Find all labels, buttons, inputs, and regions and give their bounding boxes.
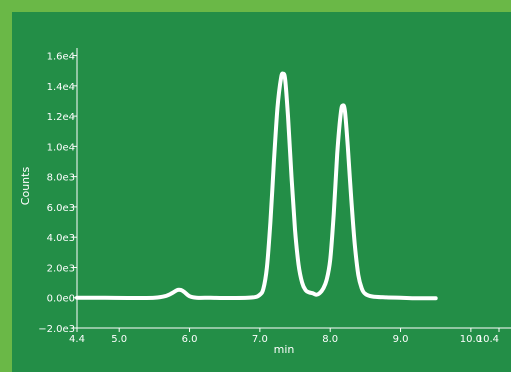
y-tick-label: 6.0e3 [47,203,75,214]
chromatogram-chart: −2.0e3 0.0e0 2.0e3 4.0e3 6.0e3 8.0e3 1.0e4 1.2e… [19,48,511,356]
y-tick-label: 1.6e4 [47,52,75,63]
x-tick-label: 9.0 [393,334,409,345]
x-tick-label: 4.4 [69,334,85,345]
x-tick-label: 8.0 [322,334,338,345]
y-axis-label: Counts [19,167,32,206]
x-axis-label: min [274,343,295,356]
axes [76,48,511,329]
plot-panel: −2.0e3 0.0e0 2.0e3 4.0e3 6.0e3 8.0e3 1.0e4 1.2e… [12,12,511,372]
x-tick-label: 7.0 [252,334,268,345]
x-tick-label: 10.0 [460,334,482,345]
y-tick-label: 4.0e3 [47,233,75,244]
y-tick-label: 0.0e0 [47,294,75,305]
x-tick-label: 10.4 [477,334,499,345]
x-ticks: 4.4 5.0 6.0 7.0 8.0 9.0 10.010.4 [69,328,500,345]
y-tick-label: 8.0e3 [47,173,75,184]
x-tick-label: 5.0 [111,334,127,345]
y-tick-label: 1.0e4 [47,142,75,153]
chromatogram-trace [75,71,438,301]
x-tick-label: 6.0 [182,334,198,345]
y-tick-label: 2.0e3 [47,263,75,274]
y-tick-label: −2.0e3 [38,324,75,335]
y-tick-label: 1.2e4 [47,112,75,123]
y-tick-label: 1.4e4 [47,82,75,93]
y-ticks: −2.0e3 0.0e0 2.0e3 4.0e3 6.0e3 8.0e3 1.0e4 1.2e… [38,52,77,335]
